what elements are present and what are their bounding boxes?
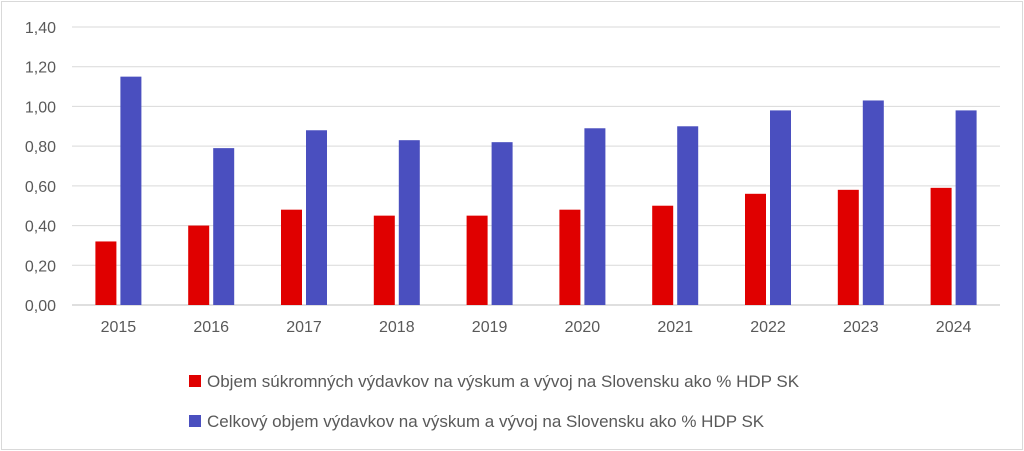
bar-private-2022 (745, 193, 766, 305)
bar-total-2019 (491, 142, 513, 305)
y-tick-label: 1,20 (25, 60, 56, 77)
bar-total-2024 (955, 110, 977, 306)
bar-private-2019 (466, 215, 488, 305)
y-tick-label: 1,40 (25, 20, 56, 37)
bar-total-2021 (677, 126, 699, 306)
bar-total-2016 (213, 148, 235, 305)
bar-total-2015 (120, 76, 142, 306)
bar-total-2018 (398, 140, 420, 305)
bar-total-2023 (862, 100, 884, 305)
bar-private-2018 (373, 215, 395, 305)
x-tick-label: 2016 (193, 319, 229, 336)
bar-total-2020 (584, 128, 606, 305)
bar-private-2023 (837, 189, 859, 305)
bar-private-2015 (95, 241, 117, 305)
x-tick-label: 2018 (379, 319, 415, 336)
bar-total-2017 (306, 130, 327, 305)
x-tick-label: 2020 (565, 319, 601, 336)
x-tick-label: 2023 (843, 319, 879, 336)
y-tick-label: 1,00 (25, 99, 56, 116)
x-tick-label: 2022 (750, 319, 786, 336)
bar-private-2024 (930, 187, 952, 305)
bar-private-2021 (652, 205, 674, 305)
y-tick-label: 0,60 (25, 179, 56, 196)
x-tick-label: 2019 (472, 319, 508, 336)
x-tick-label: 2015 (101, 319, 137, 336)
x-tick-label: 2017 (286, 319, 322, 336)
legend-label: Celkový objem výdavkov na výskum a vývoj… (207, 412, 765, 431)
bar-private-2020 (559, 209, 581, 305)
x-tick-label: 2021 (657, 319, 693, 336)
legend-label: Objem súkromných výdavkov na výskum a vý… (207, 372, 800, 391)
legend-swatch (189, 415, 201, 427)
y-tick-label: 0,80 (25, 139, 56, 156)
bar-private-2017 (281, 209, 302, 305)
y-tick-label: 0,20 (25, 258, 56, 275)
y-tick-label: 0,40 (25, 219, 56, 236)
y-tick-label: 0,00 (25, 298, 56, 315)
bar-total-2022 (770, 110, 791, 306)
x-tick-label: 2024 (936, 319, 972, 336)
bar-private-2016 (188, 225, 210, 305)
legend-swatch (189, 375, 201, 387)
